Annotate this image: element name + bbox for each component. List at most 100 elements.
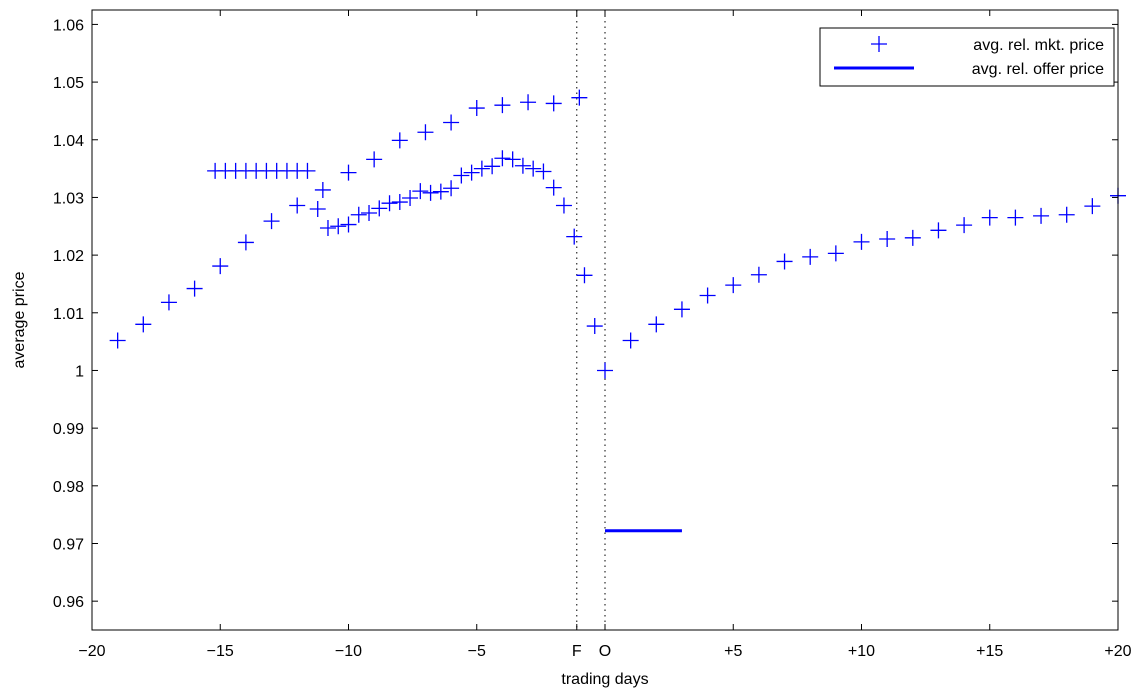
data-point <box>930 222 947 239</box>
data-point <box>453 167 470 184</box>
y-tick-label: 1.03 <box>53 190 84 207</box>
data-point <box>412 183 429 200</box>
data-point <box>956 217 973 234</box>
data-point <box>330 218 347 235</box>
data-point <box>566 228 583 245</box>
legend-label-offer-price: avg. rel. offer price <box>972 61 1104 78</box>
data-point <box>525 160 542 177</box>
data-point <box>135 316 152 333</box>
data-point <box>340 164 357 181</box>
series-1 <box>207 150 603 335</box>
data-point <box>314 181 331 198</box>
data-point <box>586 318 603 335</box>
data-point <box>417 124 434 141</box>
data-point <box>109 332 126 349</box>
data-point <box>1007 209 1024 226</box>
y-tick-label: 1.05 <box>53 75 84 92</box>
series-0 <box>109 89 1126 379</box>
data-point <box>212 258 229 275</box>
data-point <box>289 197 306 214</box>
data-point <box>432 183 449 200</box>
data-point <box>725 277 742 294</box>
data-point <box>904 229 921 246</box>
x-tick-label: +15 <box>976 643 1003 660</box>
y-tick-label: 0.98 <box>53 479 84 496</box>
data-point <box>443 114 460 131</box>
x-tick-label: +5 <box>724 643 742 660</box>
y-tick-label: 0.97 <box>53 536 84 553</box>
data-point <box>443 180 460 197</box>
series-layer <box>109 89 1126 533</box>
data-point <box>802 248 819 265</box>
data-point <box>750 266 767 283</box>
y-tick-label: 1 <box>75 363 84 380</box>
legend: avg. rel. mkt. price avg. rel. offer pri… <box>819 27 1115 87</box>
x-tick-label: −20 <box>78 643 105 660</box>
data-point <box>981 209 998 226</box>
data-point <box>504 151 521 168</box>
data-point <box>186 280 203 297</box>
data-point <box>1033 207 1050 224</box>
data-point <box>391 194 408 211</box>
data-point <box>776 253 793 270</box>
data-point <box>361 205 378 222</box>
data-point <box>381 195 398 212</box>
data-point <box>827 245 844 262</box>
data-point <box>468 100 485 117</box>
data-point <box>263 213 280 230</box>
legend-entry-mkt-price: avg. rel. mkt. price <box>871 36 1104 54</box>
data-point <box>514 157 531 174</box>
x-axis: −20 −15 −10 −5 F O +5 +10 +15 +20 <box>78 10 1132 660</box>
data-point <box>1084 198 1101 215</box>
y-axis-label: average price <box>11 271 28 368</box>
y-tick-label: 1.01 <box>53 306 84 323</box>
x-tick-label: F <box>572 643 582 660</box>
y-tick-label: 1.04 <box>53 133 84 150</box>
x-axis-label: trading days <box>561 671 648 688</box>
data-point <box>484 158 501 175</box>
data-point <box>545 95 562 112</box>
data-point <box>366 151 383 168</box>
x-tick-label: −10 <box>335 643 362 660</box>
data-point <box>463 164 480 181</box>
data-point <box>545 179 562 196</box>
data-point <box>699 287 716 304</box>
data-point <box>350 206 367 223</box>
data-point <box>160 294 177 311</box>
legend-label-mkt-price: avg. rel. mkt. price <box>973 37 1104 54</box>
data-point <box>571 89 588 106</box>
data-point <box>422 184 439 201</box>
legend-box <box>819 27 1115 87</box>
x-tick-label: −15 <box>207 643 234 660</box>
data-point <box>391 132 408 149</box>
data-point <box>402 190 419 207</box>
data-point <box>494 97 511 114</box>
data-point <box>535 163 552 180</box>
data-point <box>622 332 639 349</box>
data-point <box>473 160 490 177</box>
data-point <box>673 301 690 318</box>
legend-plus-marker <box>871 36 887 52</box>
data-point <box>340 216 357 233</box>
x-tick-label: +20 <box>1104 643 1131 660</box>
x-tick-label: O <box>599 643 611 660</box>
data-point <box>371 200 388 217</box>
data-point <box>494 150 511 167</box>
data-point <box>853 233 870 250</box>
y-tick-label: 1.02 <box>53 248 84 265</box>
y-tick-label: 0.96 <box>53 594 84 611</box>
y-axis: 0.96 0.97 0.98 0.99 1 1.01 1.02 1.03 1.04 1.05 1.0… <box>53 17 1118 611</box>
data-point <box>520 94 537 111</box>
y-tick-label: 0.99 <box>53 421 84 438</box>
data-point <box>207 162 224 179</box>
x-tick-label: −5 <box>468 643 486 660</box>
x-tick-label: +10 <box>848 643 875 660</box>
data-point <box>319 220 336 237</box>
data-point <box>576 267 593 284</box>
data-point <box>555 197 572 214</box>
data-point <box>1058 206 1075 223</box>
y-tick-label: 1.06 <box>53 17 84 34</box>
data-point <box>648 316 665 333</box>
data-point <box>597 362 613 379</box>
